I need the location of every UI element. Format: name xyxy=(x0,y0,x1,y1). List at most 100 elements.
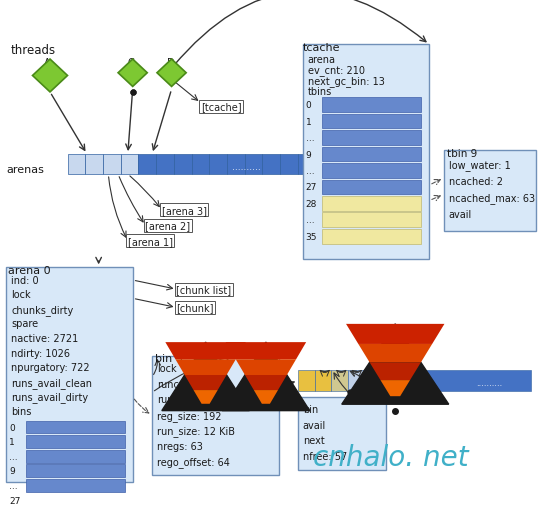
Text: lock: lock xyxy=(157,364,176,373)
Bar xyxy=(303,45,429,260)
Bar xyxy=(26,421,125,434)
Bar xyxy=(68,155,85,175)
Text: runs_avail_dirty: runs_avail_dirty xyxy=(11,392,88,402)
Text: tbin 9: tbin 9 xyxy=(447,148,477,158)
Text: 27: 27 xyxy=(9,495,21,504)
Bar xyxy=(138,155,156,175)
Bar xyxy=(322,131,421,145)
Polygon shape xyxy=(254,390,278,404)
Text: tbins: tbins xyxy=(307,87,332,97)
Text: arenas: arenas xyxy=(6,165,44,175)
Bar xyxy=(103,155,120,175)
Bar xyxy=(156,155,174,175)
Polygon shape xyxy=(118,60,147,87)
Text: 9: 9 xyxy=(9,467,15,475)
Bar xyxy=(120,155,138,175)
Text: bin: bin xyxy=(303,405,318,415)
Text: ncached_max: 63: ncached_max: 63 xyxy=(449,193,535,204)
Text: spare: spare xyxy=(11,319,38,329)
Text: ndirty: 1026: ndirty: 1026 xyxy=(11,348,70,358)
Bar xyxy=(6,268,133,482)
Text: 1: 1 xyxy=(306,117,311,126)
Text: avail: avail xyxy=(449,210,472,219)
Bar xyxy=(26,479,125,492)
Bar xyxy=(280,155,298,175)
Polygon shape xyxy=(245,375,287,390)
Bar xyxy=(191,155,209,175)
Bar xyxy=(298,397,386,470)
Text: next_gc_bin: 13: next_gc_bin: 13 xyxy=(307,76,385,87)
Polygon shape xyxy=(185,375,226,390)
Text: ind: 0: ind: 0 xyxy=(11,275,39,285)
Text: avail: avail xyxy=(303,420,326,430)
Text: nactive: 2721: nactive: 2721 xyxy=(11,333,78,343)
Text: arena 0: arena 0 xyxy=(8,265,51,275)
Text: bin 9: bin 9 xyxy=(155,354,183,364)
Text: threads: threads xyxy=(11,43,56,57)
Text: ncached: 2: ncached: 2 xyxy=(449,177,503,186)
Text: ...: ... xyxy=(306,216,314,225)
Text: lock: lock xyxy=(11,289,31,299)
Bar xyxy=(298,155,315,175)
Text: cnhalo. net: cnhalo. net xyxy=(312,443,468,471)
Text: 1: 1 xyxy=(9,437,15,446)
Bar xyxy=(322,164,421,178)
Text: ..........: .......... xyxy=(476,378,502,387)
Text: rego_offset: 64: rego_offset: 64 xyxy=(157,457,230,467)
Polygon shape xyxy=(359,344,432,363)
Bar xyxy=(331,370,348,392)
Text: 27: 27 xyxy=(306,183,317,192)
Text: [chunk list]: [chunk list] xyxy=(176,285,231,294)
Bar xyxy=(174,155,191,175)
Bar xyxy=(365,370,381,392)
Polygon shape xyxy=(33,60,68,93)
Text: run_size: 12 KiB: run_size: 12 KiB xyxy=(157,425,235,436)
Text: ...: ... xyxy=(9,452,18,461)
Polygon shape xyxy=(236,360,296,375)
Bar xyxy=(322,213,421,228)
Text: ev_cnt: 210: ev_cnt: 210 xyxy=(307,65,365,76)
Text: ...: ... xyxy=(306,134,314,143)
Text: [arena 3]: [arena 3] xyxy=(162,206,207,215)
Bar xyxy=(245,155,263,175)
Bar xyxy=(26,465,125,477)
Bar xyxy=(381,370,398,392)
Text: runcur: runcur xyxy=(157,379,189,389)
Text: D: D xyxy=(166,58,174,68)
Bar xyxy=(322,147,421,162)
Text: next: next xyxy=(303,435,325,445)
Text: low_water: 1: low_water: 1 xyxy=(449,160,511,171)
Bar xyxy=(444,151,536,231)
Text: runs: runs xyxy=(157,394,179,405)
Text: 28: 28 xyxy=(306,199,317,209)
Polygon shape xyxy=(370,363,421,380)
Text: 35: 35 xyxy=(306,232,317,241)
Text: chunks_dirty: chunks_dirty xyxy=(11,304,73,315)
Bar xyxy=(26,435,125,448)
Bar xyxy=(398,370,531,392)
Bar xyxy=(322,98,421,113)
Polygon shape xyxy=(175,360,236,375)
Bar xyxy=(26,450,125,463)
Bar xyxy=(209,155,227,175)
Text: C: C xyxy=(128,58,134,68)
Text: bins: bins xyxy=(11,406,32,416)
Text: tcache: tcache xyxy=(303,42,340,53)
Polygon shape xyxy=(346,324,445,344)
Text: 9: 9 xyxy=(306,150,311,159)
Polygon shape xyxy=(194,390,218,404)
Polygon shape xyxy=(226,342,306,360)
Bar xyxy=(315,370,331,392)
Text: arena: arena xyxy=(307,55,336,65)
Text: nregs: 63: nregs: 63 xyxy=(157,441,203,451)
Text: reg_size: 192: reg_size: 192 xyxy=(157,410,221,421)
Polygon shape xyxy=(342,324,449,405)
Bar xyxy=(227,155,245,175)
Bar xyxy=(322,180,421,195)
Text: 0: 0 xyxy=(306,101,311,110)
Polygon shape xyxy=(162,342,249,411)
Bar xyxy=(298,370,315,392)
Bar xyxy=(85,155,103,175)
Text: [tcache]: [tcache] xyxy=(201,103,241,112)
Text: A: A xyxy=(44,58,51,68)
